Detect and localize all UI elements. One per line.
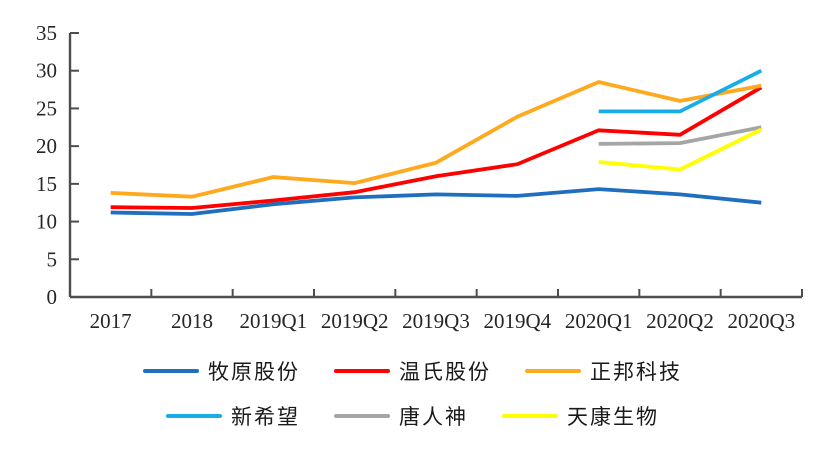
x-axis-tick-label: 2020Q2 xyxy=(646,309,714,333)
legend-row: 新希望 唐人神 天康生物 xyxy=(166,401,659,431)
legend-label: 正邦科技 xyxy=(590,360,682,384)
chart-legend: 牧原股份 温氏股份 正邦科技新希望 唐人神 天康生物 xyxy=(0,356,825,431)
y-axis-tick-label: 10 xyxy=(36,210,57,234)
legend-item-5: 天康生物 xyxy=(502,401,659,431)
legend-item-3: 新希望 xyxy=(166,401,300,431)
legend-label: 天康生物 xyxy=(567,405,659,429)
legend-item-2: 正邦科技 xyxy=(525,356,682,386)
legend-swatch-icon xyxy=(525,369,581,373)
x-axis-tick-label: 2019Q1 xyxy=(239,309,307,333)
y-axis-tick-label: 35 xyxy=(36,21,57,45)
series-line-1 xyxy=(110,85,763,210)
x-axis-tick-label: 2018 xyxy=(171,309,213,333)
x-axis-tick-label: 2019Q4 xyxy=(483,309,551,333)
legend-label: 温氏股份 xyxy=(399,360,491,384)
x-axis-tick-label: 2019Q2 xyxy=(321,309,389,333)
plot-area: 0 5 10 15 20 25 30 35 2017 2018 2019Q1 2019Q2 2019Q3… xyxy=(36,21,803,333)
legend-label: 牧原股份 xyxy=(208,360,300,384)
legend-item-1: 温氏股份 xyxy=(334,356,491,386)
series-line-0 xyxy=(110,187,762,216)
y-axis-tick-label: 20 xyxy=(36,134,57,158)
legend-label: 新希望 xyxy=(231,405,300,429)
series-line-5 xyxy=(598,127,763,172)
series-line-3 xyxy=(598,69,763,114)
series-line-2 xyxy=(110,80,762,199)
y-axis-tick-label: 5 xyxy=(47,247,58,271)
legend-row: 牧原股份 温氏股份 正邦科技 xyxy=(143,356,682,386)
x-axis-tick-label: 2020Q1 xyxy=(565,309,633,333)
x-axis-tick-label: 2020Q3 xyxy=(727,309,795,333)
x-axis-tick-label: 2017 xyxy=(90,309,132,333)
y-axis-tick-label: 30 xyxy=(36,59,57,83)
legend-swatch-icon xyxy=(166,414,222,418)
x-axis-tick-label: 2019Q3 xyxy=(402,309,470,333)
legend-swatch-icon xyxy=(502,414,558,418)
legend-label: 唐人神 xyxy=(399,405,468,429)
y-axis-tick-label: 0 xyxy=(47,285,58,309)
legend-swatch-icon xyxy=(143,369,199,373)
y-axis-tick-label: 25 xyxy=(36,96,57,120)
legend-item-4: 唐人神 xyxy=(334,401,468,431)
series-line-4 xyxy=(598,125,762,146)
legend-swatch-icon xyxy=(334,369,390,373)
legend-item-0: 牧原股份 xyxy=(143,356,300,386)
y-axis-tick-label: 15 xyxy=(36,172,57,196)
legend-swatch-icon xyxy=(334,414,390,418)
